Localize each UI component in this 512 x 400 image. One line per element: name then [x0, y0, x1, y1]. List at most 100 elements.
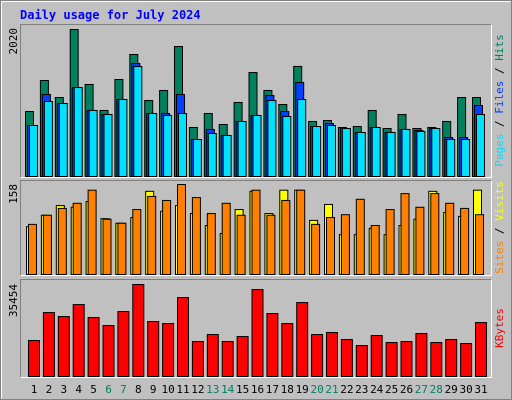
- x-tick-label: 18: [281, 383, 294, 396]
- bar: [281, 199, 291, 276]
- x-tick-label: 5: [90, 383, 97, 396]
- x-tick-label: 14: [221, 383, 235, 396]
- bar: [88, 109, 98, 177]
- bar: [57, 207, 67, 276]
- bar: [340, 339, 353, 378]
- bar: [42, 312, 55, 377]
- bar: [461, 139, 471, 177]
- bar: [446, 139, 456, 177]
- legend-entry: Visits: [493, 181, 506, 221]
- x-tick-label: 2: [46, 383, 53, 396]
- bar: [236, 214, 246, 275]
- bar: [281, 323, 294, 377]
- x-tick-label: 11: [176, 383, 189, 396]
- bar: [147, 195, 157, 275]
- bar: [475, 214, 484, 276]
- x-tick-label: 6: [105, 383, 112, 396]
- bar: [87, 317, 100, 377]
- bar: [266, 214, 276, 275]
- bar: [163, 114, 173, 177]
- legend: Pages / Files / Hits: [493, 34, 506, 167]
- bar: [415, 206, 425, 275]
- x-tick-label: 23: [355, 383, 368, 396]
- y-tick-label: 35454: [7, 284, 20, 317]
- bar: [117, 311, 130, 378]
- x-tick-label: 15: [236, 383, 249, 396]
- y-tick-label: 158: [7, 184, 20, 204]
- bar: [147, 321, 160, 377]
- bar: [416, 131, 426, 177]
- legend-separator: /: [493, 221, 506, 241]
- legend-entry: Files: [493, 81, 506, 114]
- bar: [222, 134, 232, 177]
- bar: [460, 207, 470, 276]
- bar: [326, 332, 338, 378]
- legend-entry: KBytes: [493, 308, 506, 348]
- bar: [341, 128, 351, 178]
- x-tick-label: 4: [75, 383, 82, 396]
- bar: [102, 325, 115, 378]
- x-tick-label: 17: [266, 383, 279, 396]
- bar: [297, 98, 307, 177]
- bar: [312, 126, 322, 177]
- bar: [476, 114, 485, 177]
- bar: [311, 223, 321, 275]
- bar: [370, 225, 380, 276]
- legend: KBytes: [493, 308, 506, 348]
- bar: [192, 139, 202, 177]
- bar: [72, 304, 85, 378]
- bar: [42, 214, 52, 275]
- x-tick-label: 16: [251, 383, 264, 396]
- bar: [162, 323, 175, 377]
- bar: [356, 131, 366, 178]
- bar: [177, 184, 186, 275]
- bar: [72, 202, 82, 275]
- x-tick-label: 9: [150, 383, 157, 396]
- bar: [29, 125, 38, 178]
- x-tick-label: 19: [296, 383, 309, 396]
- bar: [133, 66, 143, 177]
- bar: [385, 342, 398, 377]
- x-tick-label: 28: [430, 383, 443, 396]
- bar: [191, 197, 201, 276]
- bar: [207, 132, 217, 177]
- x-tick-label: 21: [325, 383, 338, 396]
- bar: [221, 341, 234, 378]
- bar: [178, 112, 187, 177]
- bar: [236, 336, 249, 377]
- bar: [191, 341, 204, 378]
- bar: [43, 100, 53, 177]
- bar: [102, 218, 112, 276]
- bar: [267, 100, 277, 177]
- bar: [103, 114, 113, 177]
- legend: Sites / Visits: [493, 181, 506, 274]
- bar: [206, 334, 219, 378]
- x-tick-label: 22: [340, 383, 353, 396]
- x-tick-label: 10: [161, 383, 174, 396]
- x-tick-label: 31: [474, 383, 487, 396]
- x-tick-label: 20: [310, 383, 323, 396]
- bar: [296, 302, 309, 377]
- bar: [221, 202, 231, 275]
- bar: [340, 214, 350, 276]
- bar: [431, 128, 441, 178]
- bar: [355, 198, 365, 275]
- bar: [460, 343, 473, 377]
- bar: [266, 313, 279, 378]
- bar: [401, 128, 411, 177]
- legend-separator: /: [493, 61, 506, 81]
- bar: [117, 222, 127, 275]
- x-tick-label: 27: [415, 383, 428, 396]
- bar: [327, 125, 336, 178]
- x-tick-label: 13: [206, 383, 219, 396]
- legend-entry: Sites: [493, 241, 506, 274]
- x-tick-label: 1: [31, 383, 38, 396]
- x-tick-label: 25: [385, 383, 398, 396]
- bar: [430, 342, 443, 377]
- panel-bevel: [20, 24, 492, 178]
- bar: [282, 115, 292, 177]
- bar: [445, 202, 455, 275]
- bar: [251, 189, 261, 275]
